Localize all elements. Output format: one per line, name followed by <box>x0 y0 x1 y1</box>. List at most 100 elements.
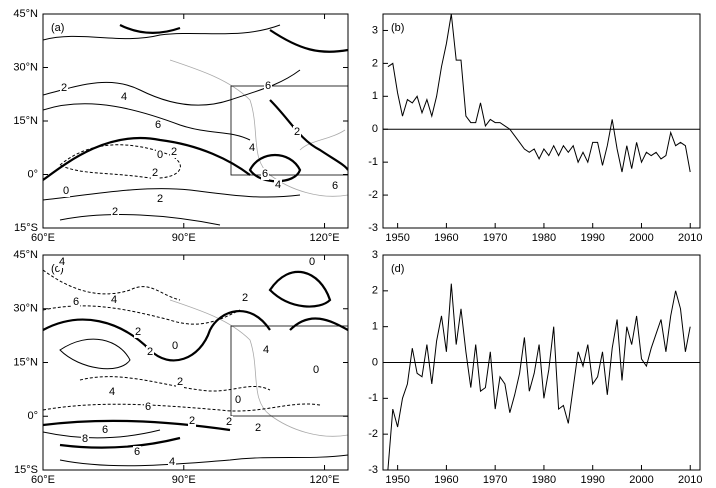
y-tick-label: 30°N <box>13 61 38 73</box>
contour-label-bg <box>241 292 249 304</box>
contour-label: 2 <box>61 82 67 94</box>
contour-label-bg <box>151 167 159 179</box>
y-tick-label: 1 <box>372 321 378 333</box>
contour-label: 6 <box>73 296 79 308</box>
contour-label-bg <box>156 149 164 161</box>
contour-label-bg <box>111 206 119 218</box>
x-tick-label: 1960 <box>434 232 458 244</box>
x-tick-label: 1960 <box>434 474 458 486</box>
contour-label-bg <box>225 416 233 428</box>
contour-label: 4 <box>169 456 175 468</box>
panel-label: (d) <box>391 263 404 275</box>
contour-label-bg <box>171 340 179 352</box>
x-tick-label: 60°E <box>31 232 55 244</box>
contour-label-bg <box>188 415 196 427</box>
contour-label-bg <box>170 146 178 158</box>
contour-label-bg <box>308 256 316 268</box>
y-tick-label: 0° <box>27 168 38 180</box>
x-tick-label: 2000 <box>629 232 653 244</box>
series-line <box>387 283 691 471</box>
contour-label: 2 <box>226 416 232 428</box>
contour-label-bg <box>234 394 242 406</box>
x-tick-label: 120°E <box>309 232 339 244</box>
contour-label: 2 <box>112 206 118 218</box>
contour-label: 2 <box>135 326 141 338</box>
contour-label-bg <box>62 185 70 197</box>
x-tick-label: 2010 <box>678 232 702 244</box>
contour-label: 0 <box>63 185 69 197</box>
x-tick-label: 1980 <box>532 232 556 244</box>
contour-label-bg <box>101 424 109 436</box>
y-tick-label: 15°N <box>13 356 38 368</box>
contour-label: 6 <box>102 424 108 436</box>
contour-label: 4 <box>263 344 269 356</box>
contour-label: 2 <box>152 167 158 179</box>
contour-label-bg <box>156 193 164 205</box>
y-tick-label: 0° <box>27 410 38 422</box>
x-tick-label: 90°E <box>172 474 196 486</box>
contour-label: 2 <box>147 346 153 358</box>
contour-label: 2 <box>171 146 177 158</box>
contour-label-bg <box>120 91 128 103</box>
y-tick-label: 2 <box>372 57 378 69</box>
contour-label: 6 <box>265 80 271 92</box>
plot-frame <box>382 13 701 229</box>
x-tick-label: 1950 <box>385 232 409 244</box>
contour-label: 4 <box>109 386 115 398</box>
x-tick-label: 120°E <box>309 474 339 486</box>
contour-label: 2 <box>189 415 195 427</box>
contour-label-bg <box>133 446 141 458</box>
contour-label-bg <box>248 142 256 154</box>
y-tick-label: -1 <box>368 156 378 168</box>
y-tick-label: -1 <box>368 392 378 404</box>
y-tick-label: 15°S <box>14 222 38 234</box>
contour-label: 2 <box>294 126 300 138</box>
series-line <box>387 13 691 173</box>
contour-label-bg <box>293 126 301 138</box>
contour-label: 6 <box>145 401 151 413</box>
contour-label: 0 <box>172 340 178 352</box>
x-tick-label: 1990 <box>580 474 604 486</box>
panel-label: (a) <box>51 22 64 34</box>
contour-label-bg <box>58 256 66 268</box>
y-tick-label: -2 <box>368 189 378 201</box>
y-tick-label: 3 <box>372 24 378 36</box>
y-tick-label: 0 <box>372 123 378 135</box>
contour-label-bg <box>176 376 184 388</box>
x-tick-label: 1950 <box>385 474 409 486</box>
contour-label: 6 <box>155 119 161 131</box>
x-tick-label: 2000 <box>629 474 653 486</box>
y-tick-label: 0 <box>372 356 378 368</box>
y-tick-label: 15°S <box>14 464 38 476</box>
contour-label: 0 <box>309 256 315 268</box>
contour-label: 6 <box>262 168 268 180</box>
contour-label-bg <box>110 294 118 306</box>
contour-label-bg <box>81 433 89 445</box>
contour-label-bg <box>146 346 154 358</box>
x-tick-label: 1980 <box>532 474 556 486</box>
panel-label: (b) <box>391 22 404 34</box>
y-tick-label: 2 <box>372 285 378 297</box>
x-tick-label: 1970 <box>483 232 507 244</box>
y-tick-label: 1 <box>372 90 378 102</box>
contour-label: 4 <box>121 91 127 103</box>
contour-label-bg <box>262 344 270 356</box>
contour-label-bg <box>72 296 80 308</box>
contour-label: 0 <box>157 149 163 161</box>
contour-label-bg <box>312 364 320 376</box>
x-tick-label: 90°E <box>172 232 196 244</box>
contour-label-bg <box>108 386 116 398</box>
contour-label: 2 <box>255 422 261 434</box>
x-tick-label: 60°E <box>31 474 55 486</box>
y-tick-label: 45°N <box>13 8 38 20</box>
contour-label: 2 <box>177 376 183 388</box>
y-tick-label: -3 <box>368 222 378 234</box>
contour-label: 4 <box>111 294 117 306</box>
contour-label-bg <box>60 82 68 94</box>
contour-label: 6 <box>134 446 140 458</box>
contour-label: 4 <box>275 179 281 191</box>
y-tick-label: 30°N <box>13 303 38 315</box>
contour-label-bg <box>254 422 262 434</box>
contour-label: 0 <box>313 364 319 376</box>
